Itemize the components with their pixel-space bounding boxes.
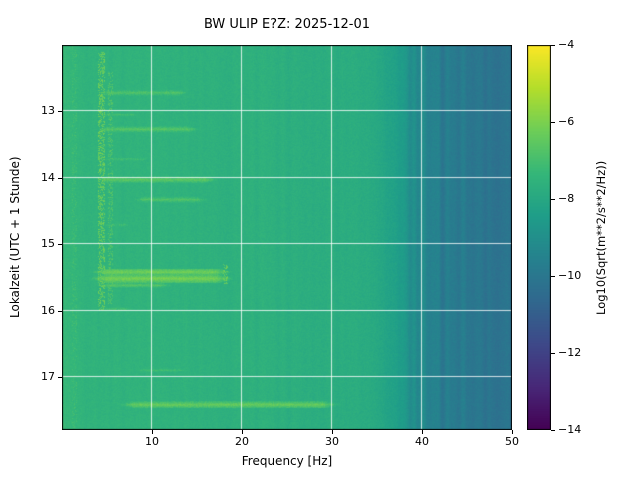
- colorbar-tick-mark: [551, 353, 555, 354]
- x-tick-mark: [512, 430, 513, 434]
- colorbar-tick-mark: [551, 276, 555, 277]
- colorbar-tick-label: −10: [558, 269, 582, 282]
- y-tick-label: 16: [41, 303, 55, 317]
- y-tick-mark: [58, 376, 62, 378]
- x-tick-mark: [422, 430, 423, 434]
- colorbar-tick-label: −4: [558, 38, 575, 51]
- y-tick-label: 13: [41, 104, 55, 118]
- colorbar-tick-label: −14: [558, 423, 582, 436]
- colorbar-label: Log10(Sqrt(m**2/s**2/Hz)): [594, 160, 608, 315]
- x-tick-mark: [152, 430, 153, 434]
- y-tick-mark: [58, 177, 62, 179]
- y-tick-label: 15: [41, 237, 55, 251]
- colorbar-tick-label: −12: [558, 346, 582, 359]
- x-tick-label: 40: [415, 435, 429, 448]
- colorbar-tick-label: −8: [558, 192, 575, 205]
- colorbar-tick-mark: [551, 199, 555, 200]
- y-tick-label: 14: [41, 170, 55, 184]
- x-tick-label: 30: [325, 435, 339, 448]
- chart-title: BW ULIP E?Z: 2025-12-01: [203, 17, 371, 32]
- x-tick-mark: [242, 430, 243, 434]
- y-tick-mark: [58, 310, 62, 312]
- x-tick-label: 10: [145, 435, 159, 448]
- y-tick-label: 17: [41, 369, 55, 383]
- y-tick-mark: [58, 244, 62, 246]
- colorbar-gradient: [527, 45, 551, 430]
- x-tick-mark: [332, 430, 333, 434]
- colorbar-tick-label: −6: [558, 115, 575, 128]
- x-tick-label: 20: [235, 435, 249, 448]
- spectrogram-heatmap: [62, 45, 512, 430]
- x-tick-label: 50: [505, 435, 519, 448]
- x-axis-label: Frequency [Hz]: [241, 454, 333, 468]
- colorbar-tick-mark: [551, 430, 555, 431]
- colorbar-tick-mark: [551, 122, 555, 123]
- y-tick-mark: [58, 111, 62, 113]
- colorbar-tick-mark: [551, 45, 555, 46]
